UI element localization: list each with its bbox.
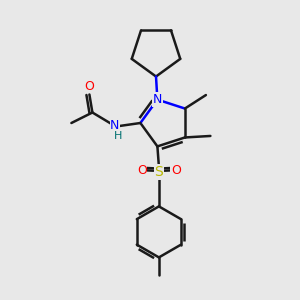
Text: N: N xyxy=(153,93,162,106)
Text: N: N xyxy=(110,119,120,133)
Text: O: O xyxy=(171,164,181,177)
Text: O: O xyxy=(85,80,94,93)
Text: O: O xyxy=(137,164,147,177)
Text: H: H xyxy=(114,130,122,141)
Text: S: S xyxy=(154,165,163,179)
